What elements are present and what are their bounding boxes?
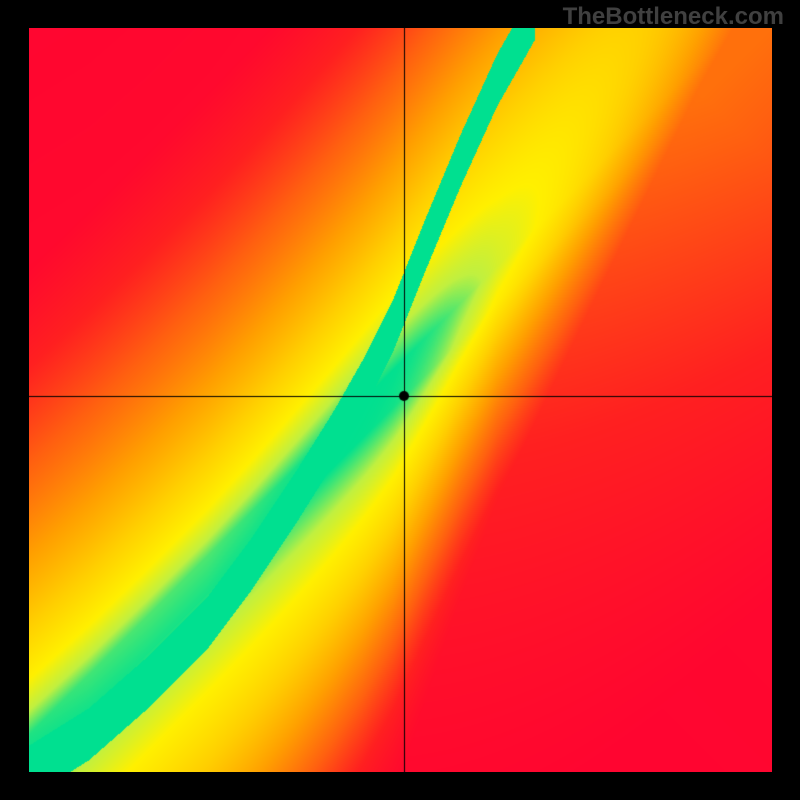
- watermark-text: TheBottleneck.com: [563, 3, 784, 31]
- bottleneck-heatmap: [29, 28, 772, 772]
